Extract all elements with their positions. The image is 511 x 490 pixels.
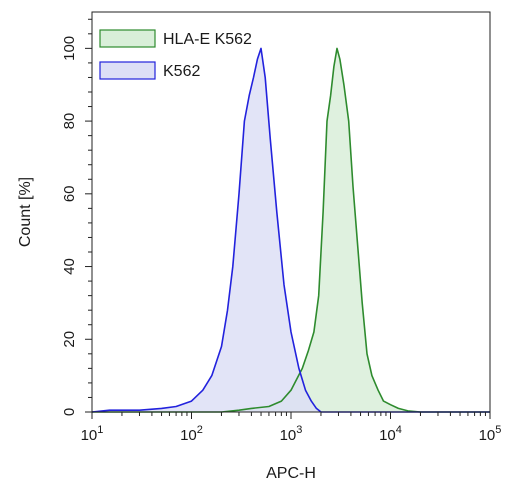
x-tick-label: 102 bbox=[180, 424, 203, 444]
x-tick-label: 101 bbox=[81, 424, 104, 444]
series-area-1 bbox=[92, 48, 490, 413]
y-tick-label: 20 bbox=[61, 331, 78, 348]
y-tick-label: 0 bbox=[61, 408, 78, 416]
legend-label-0: HLA-E K562 bbox=[163, 31, 252, 48]
x-tick-exponent: 4 bbox=[396, 424, 402, 436]
plot-area bbox=[91, 47, 490, 413]
x-tick-base: 10 bbox=[379, 427, 396, 444]
legend: HLA-E K562 K562 bbox=[99, 29, 252, 80]
y-axis-title: Count [%] bbox=[17, 177, 34, 247]
x-axis-title: APC-H bbox=[266, 465, 316, 482]
x-tick-label: 103 bbox=[280, 424, 303, 444]
x-tick-label: 105 bbox=[479, 424, 502, 444]
x-tick-base: 10 bbox=[81, 427, 98, 444]
y-tick-label: 40 bbox=[61, 258, 78, 275]
x-tick-label: 104 bbox=[379, 424, 402, 444]
series-line-0 bbox=[92, 47, 490, 413]
legend-swatch-1 bbox=[99, 61, 156, 80]
legend-swatch-0 bbox=[99, 29, 156, 48]
series-line-1 bbox=[91, 47, 490, 413]
x-tick-base: 10 bbox=[479, 427, 496, 444]
y-tick-label: 100 bbox=[61, 36, 78, 61]
x-tick-base: 10 bbox=[180, 427, 197, 444]
x-tick-exponent: 3 bbox=[296, 424, 302, 436]
x-tick-exponent: 1 bbox=[97, 424, 103, 436]
x-tick-exponent: 5 bbox=[495, 424, 501, 436]
x-tick-exponent: 2 bbox=[197, 424, 203, 436]
y-tick-label: 60 bbox=[61, 185, 78, 202]
y-tick-label: 80 bbox=[61, 113, 78, 130]
legend-label-1: K562 bbox=[163, 63, 200, 80]
x-tick-base: 10 bbox=[280, 427, 297, 444]
